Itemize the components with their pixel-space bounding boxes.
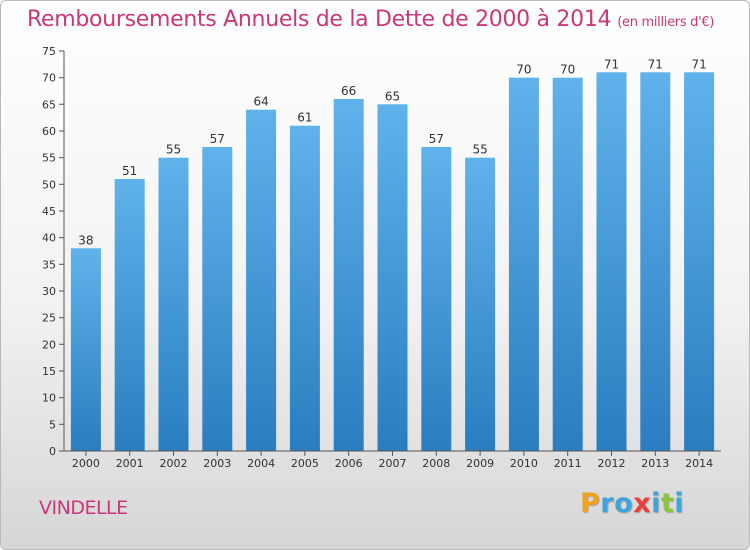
bar-2014 — [684, 72, 714, 451]
y-tick-label-5: 5 — [49, 418, 56, 431]
x-tick-label-2004: 2004 — [247, 457, 275, 470]
x-tick-label-2000: 2000 — [72, 457, 100, 470]
bar-2001 — [115, 179, 145, 451]
y-tick-label-20: 20 — [42, 338, 56, 351]
y-tick-label-65: 65 — [42, 98, 56, 111]
chart-frame: Remboursements Annuels de la Dette de 20… — [0, 0, 750, 550]
data-label-2005: 61 — [297, 111, 312, 125]
data-label-2010: 70 — [516, 63, 531, 77]
data-label-2006: 66 — [341, 84, 356, 98]
bar-2000 — [71, 248, 101, 451]
bar-2004 — [246, 110, 276, 451]
y-tick-label-0: 0 — [49, 445, 56, 458]
bar-2009 — [465, 158, 495, 451]
y-tick-label-10: 10 — [42, 392, 56, 405]
x-tick-label-2005: 2005 — [291, 457, 319, 470]
x-tick-label-2009: 2009 — [466, 457, 494, 470]
bar-2002 — [159, 158, 189, 451]
y-tick-label-55: 55 — [42, 152, 56, 165]
bar-2012 — [597, 72, 627, 451]
y-tick-label-35: 35 — [42, 258, 56, 271]
y-tick-label-75: 75 — [42, 45, 56, 58]
data-label-2002: 55 — [166, 143, 181, 157]
y-tick-label-40: 40 — [42, 232, 56, 245]
bar-2011 — [553, 78, 583, 451]
bar-2007 — [378, 104, 408, 451]
x-tick-label-2013: 2013 — [641, 457, 669, 470]
data-label-2012: 71 — [604, 57, 619, 71]
proxiti-logo: Proxiti — [580, 488, 684, 519]
y-tick-label-15: 15 — [42, 365, 56, 378]
y-tick-label-30: 30 — [42, 285, 56, 298]
x-tick-label-2014: 2014 — [685, 457, 713, 470]
x-tick-label-2002: 2002 — [160, 457, 188, 470]
data-label-2004: 64 — [253, 95, 268, 109]
bar-2013 — [640, 72, 670, 451]
bar-2010 — [509, 78, 539, 451]
y-tick-label-70: 70 — [42, 72, 56, 85]
y-tick-label-45: 45 — [42, 205, 56, 218]
commune-name: VINDELLE — [39, 497, 128, 519]
bar-2003 — [202, 147, 232, 451]
data-label-2008: 57 — [429, 132, 444, 146]
x-tick-label-2010: 2010 — [510, 457, 538, 470]
data-label-2011: 70 — [560, 63, 575, 77]
bar-chart: 2000 2001 2002 2003 2004 2005 2006 2007 2008 2009… — [1, 1, 750, 550]
data-label-2001: 51 — [122, 164, 137, 178]
x-tick-label-2006: 2006 — [335, 457, 363, 470]
data-label-2013: 71 — [648, 57, 663, 71]
data-label-2007: 65 — [385, 89, 400, 103]
data-label-2014: 71 — [691, 57, 706, 71]
y-tick-label-60: 60 — [42, 125, 56, 138]
data-label-2009: 55 — [472, 143, 487, 157]
bar-2005 — [290, 126, 320, 451]
data-label-2000: 38 — [78, 233, 93, 247]
x-tick-label-2011: 2011 — [554, 457, 582, 470]
y-tick-label-25: 25 — [42, 312, 56, 325]
data-label-2003: 57 — [210, 132, 225, 146]
x-tick-label-2008: 2008 — [422, 457, 450, 470]
x-tick-label-2001: 2001 — [116, 457, 144, 470]
y-tick-label-50: 50 — [42, 178, 56, 191]
x-tick-label-2003: 2003 — [203, 457, 231, 470]
x-tick-label-2012: 2012 — [598, 457, 626, 470]
x-tick-label-2007: 2007 — [379, 457, 407, 470]
bar-2008 — [421, 147, 451, 451]
bar-2006 — [334, 99, 364, 451]
